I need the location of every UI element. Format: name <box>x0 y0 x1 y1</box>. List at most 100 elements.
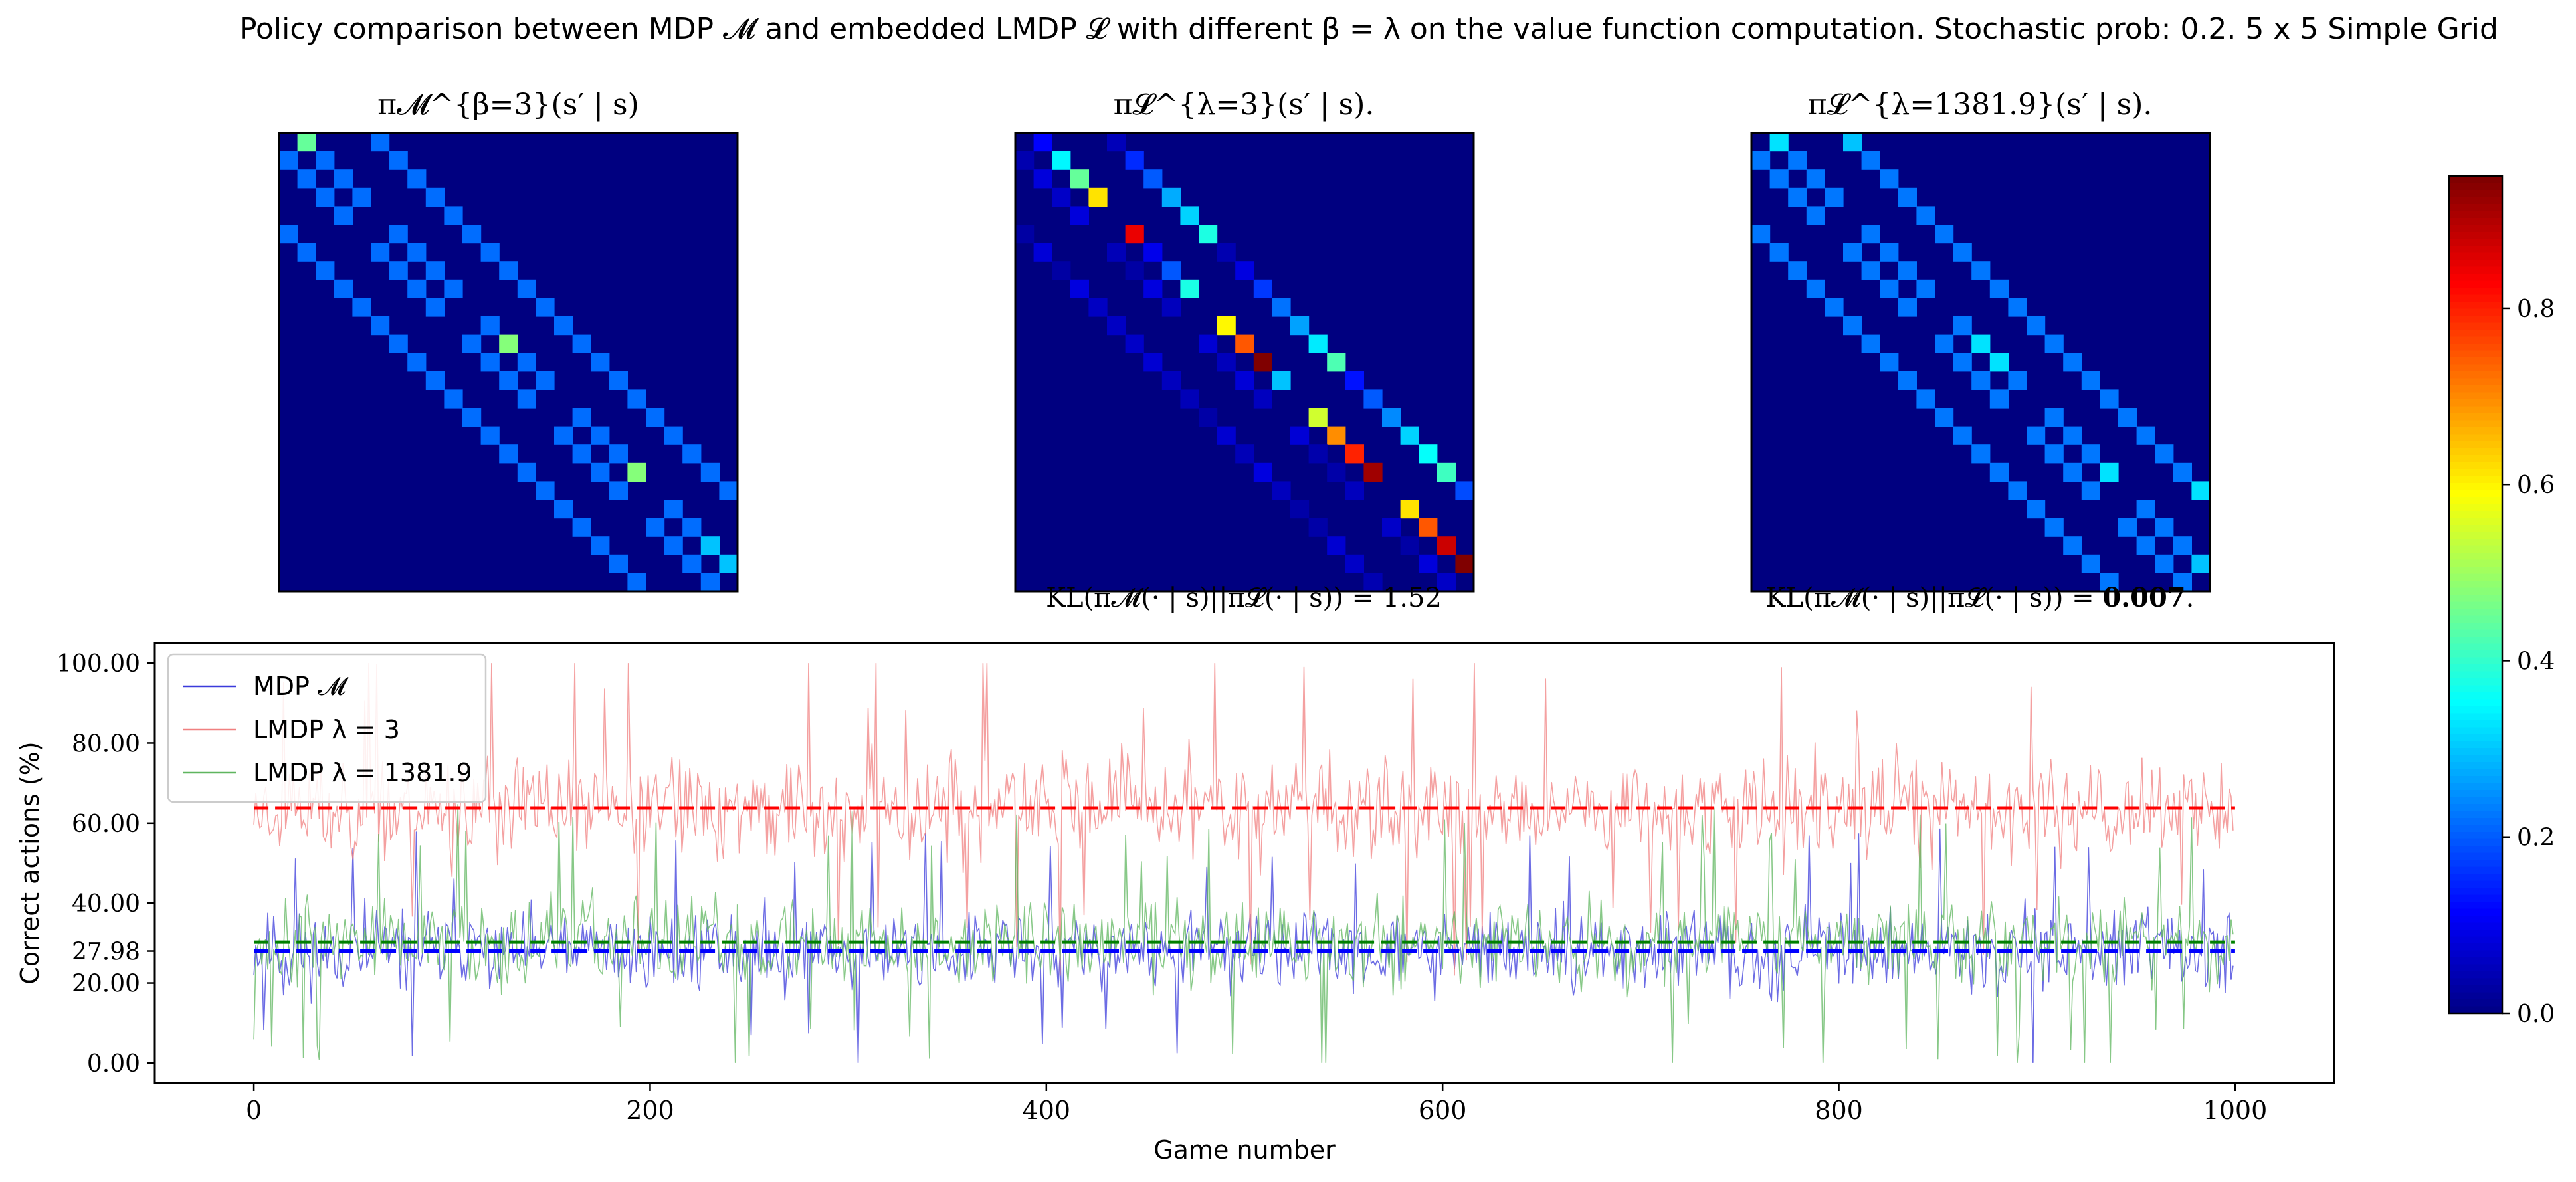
heatmap-lmdp-lambda3 <box>1014 132 1475 593</box>
series-line <box>253 804 2234 1063</box>
heatmap-cell <box>1125 225 1144 244</box>
plot-area <box>155 643 2334 1083</box>
colorbar-segment <box>2449 637 2502 644</box>
heatmap-cell <box>1327 536 1346 555</box>
heatmap-cell <box>1455 554 1474 573</box>
heatmap-cell <box>1989 462 2009 482</box>
y-axis-label: Correct actions (%) <box>15 741 45 984</box>
heatmap-cell <box>1788 187 1807 207</box>
colorbar-segment <box>2449 532 2502 540</box>
heatmap-cell <box>2063 353 2082 372</box>
heatmap-cell <box>407 169 427 189</box>
heatmap-cell <box>2191 554 2211 573</box>
colorbar-segment <box>2449 825 2502 833</box>
heatmap-cell <box>664 426 683 445</box>
heatmap-cell <box>1180 279 1199 298</box>
colorbar-segment <box>2449 260 2502 268</box>
heatmap-cell <box>1455 481 1474 500</box>
heatmap-cell <box>1290 426 1310 445</box>
heatmap-cell <box>536 371 555 390</box>
colorbar-segment <box>2449 727 2502 735</box>
heatmap-cell <box>1235 371 1254 390</box>
heatmap-cell <box>2118 408 2137 427</box>
colorbar-segment <box>2449 218 2502 226</box>
heatmap-cell <box>1861 261 1880 280</box>
heatmap-cell <box>297 243 316 262</box>
heatmap-cell <box>1052 261 1071 280</box>
heatmap-cell <box>536 481 555 500</box>
colorbar-segment <box>2449 985 2502 993</box>
colorbar-segment <box>2449 469 2502 477</box>
colorbar-segment <box>2449 783 2502 791</box>
heatmap-cell <box>1861 334 1880 353</box>
heatmap-cell <box>1107 133 1126 152</box>
heatmap-cell <box>682 518 702 537</box>
heatmap-cell <box>1419 444 1438 464</box>
colorbar-segment <box>2449 350 2502 358</box>
colorbar-segment <box>2449 197 2502 205</box>
colorbar-segment <box>2449 902 2502 910</box>
heatmap-cell <box>389 334 408 353</box>
heatmap-cell <box>1125 334 1144 353</box>
colorbar-segment <box>2449 943 2502 951</box>
heatmap-cell <box>1345 371 1364 390</box>
heatmap-cell <box>1880 279 1899 298</box>
heatmap-cell <box>1180 389 1199 409</box>
heatmap-cell <box>700 573 720 592</box>
heatmap-cell <box>1953 243 1972 262</box>
colorbar-segment <box>2449 720 2502 728</box>
colorbar-segment <box>2449 336 2502 344</box>
heatmap-cell <box>1272 298 1291 317</box>
colorbar-segment <box>2449 371 2502 379</box>
colorbar-segment <box>2449 629 2502 637</box>
colorbar-segment <box>2449 609 2502 617</box>
colorbar-segment <box>2449 357 2502 365</box>
heatmap-cell <box>1437 462 1456 482</box>
heatmap-title-2: π𝓛^{λ=3}(s′ | s). <box>1114 88 1375 122</box>
heatmap-cell <box>572 444 591 464</box>
colorbar-segment <box>2449 539 2502 547</box>
colorbar-segment <box>2449 615 2502 623</box>
heatmap-cell <box>499 261 518 280</box>
heatmap-cell <box>1898 187 1917 207</box>
heatmap-cell <box>1327 462 1346 482</box>
heatmap-cell <box>334 279 353 298</box>
heatmap-cell <box>499 334 518 353</box>
heatmap-cell <box>2100 462 2119 482</box>
colorbar-segment <box>2449 769 2502 777</box>
heatmap-cell <box>1199 225 1218 244</box>
heatmap-cell <box>1107 243 1126 262</box>
heatmap-cell <box>517 462 536 482</box>
heatmap-cell <box>1788 151 1807 170</box>
colorbar-segment <box>2449 832 2502 840</box>
colorbar-segment <box>2449 950 2502 958</box>
colorbar-segment <box>2449 804 2502 812</box>
colorbar-segment <box>2449 999 2502 1007</box>
heatmap-cell <box>1345 554 1364 573</box>
legend-label: MDP 𝓜 <box>253 672 349 701</box>
colorbar-segment <box>2449 818 2502 826</box>
x-tick-label: 1000 <box>2203 1096 2268 1125</box>
heatmap-cell <box>554 316 573 336</box>
heatmap-cell <box>480 426 500 445</box>
heatmap-cell <box>2081 481 2100 500</box>
colorbar-segment <box>2449 1006 2502 1014</box>
heatmap-cell <box>1070 169 1089 189</box>
colorbar-segment <box>2449 866 2502 874</box>
colorbar-segment <box>2449 936 2502 944</box>
colorbar-segment <box>2449 392 2502 400</box>
colorbar-segment <box>2449 232 2502 240</box>
heatmap-cell <box>664 500 683 519</box>
heatmap-cell <box>1880 243 1899 262</box>
heatmap-cell <box>1989 279 2009 298</box>
heatmap-cell <box>1290 500 1310 519</box>
y-tick-label: 27.98 <box>72 939 140 966</box>
colorbar-segment <box>2449 490 2502 498</box>
heatmap-cell <box>1308 444 1328 464</box>
heatmap-cell <box>462 408 482 427</box>
heatmap-cell <box>2027 500 2046 519</box>
heatmap-cell <box>1861 225 1880 244</box>
legend-box <box>167 653 487 803</box>
colorbar-segment <box>2449 553 2502 561</box>
